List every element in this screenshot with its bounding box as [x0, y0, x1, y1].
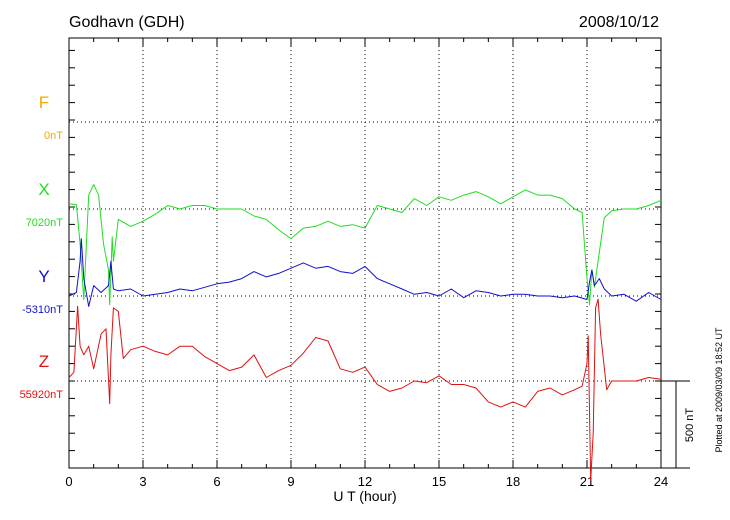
chart-date: 2008/10/12: [579, 14, 659, 31]
grid-lines: [69, 38, 661, 468]
x-tick-label: 24: [654, 474, 668, 489]
series-line-x: [68, 184, 662, 306]
series-baseline-z: 55920nT: [20, 389, 64, 401]
series-name-z: Z: [39, 352, 49, 371]
x-axis-label: U T (hour): [333, 488, 396, 504]
axis-ticks: [68, 38, 662, 469]
plot-credit: Plotted at 2009/03/09 18:52 UT: [714, 327, 724, 453]
x-tick-label: 15: [432, 474, 446, 489]
series-name-f: F: [39, 93, 49, 112]
series-baseline-x: 7020nT: [26, 217, 64, 229]
series-line-y: [68, 238, 662, 307]
x-tick-label: 6: [213, 474, 220, 489]
scale-bar-label: 500 nT: [684, 408, 696, 443]
chart-title: Godhavn (GDH): [69, 14, 185, 31]
series-name-y: Y: [38, 267, 49, 286]
x-tick-label: 12: [358, 474, 372, 489]
series-lines: [68, 184, 662, 481]
series-name-x: X: [38, 180, 49, 199]
x-tick-label: 3: [139, 474, 146, 489]
x-tick-label: 18: [506, 474, 520, 489]
series-baseline-y: -5310nT: [22, 304, 63, 316]
x-tick-labels: 0 3 6 9 12 15 18 21 24: [65, 474, 668, 489]
series-baseline-f: 0nT: [44, 130, 63, 142]
x-tick-label: 21: [580, 474, 594, 489]
scale-bar: 500 nT: [661, 380, 696, 469]
x-tick-label: 9: [287, 474, 294, 489]
series-labels: F 0nT X 7020nT Y -5310nT Z 55920nT: [20, 93, 64, 401]
x-tick-label: 0: [65, 474, 72, 489]
series-line-z: [68, 298, 662, 481]
